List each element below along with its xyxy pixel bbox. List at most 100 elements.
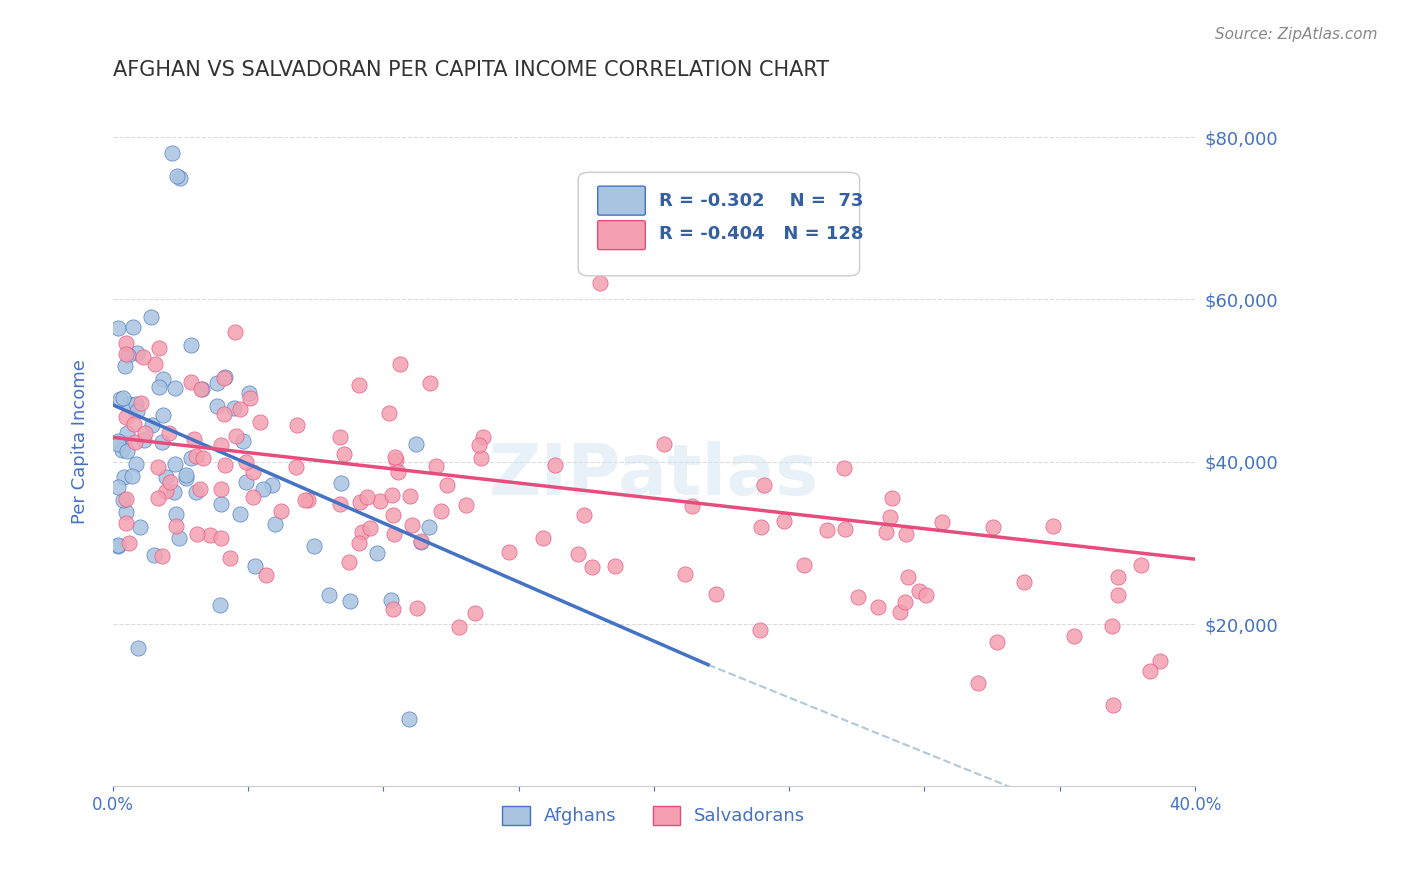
Afghans	[207, 399, 229, 413]
Afghans	[318, 588, 340, 602]
Salvadorans	[749, 623, 772, 637]
Salvadorans	[186, 527, 208, 541]
Salvadorans	[749, 520, 772, 534]
Salvadorans	[198, 528, 221, 542]
Salvadorans	[381, 488, 404, 502]
Salvadorans	[589, 276, 612, 290]
Afghans	[127, 346, 149, 360]
FancyBboxPatch shape	[578, 172, 859, 276]
Afghans	[180, 338, 202, 352]
Afghans	[155, 470, 177, 484]
Afghans	[205, 376, 228, 391]
Salvadorans	[1042, 518, 1064, 533]
Afghans	[114, 359, 136, 374]
Salvadorans	[531, 531, 554, 545]
Salvadorans	[470, 450, 492, 465]
Salvadorans	[165, 519, 187, 533]
Afghans	[107, 538, 129, 552]
Salvadorans	[1063, 629, 1085, 643]
Salvadorans	[191, 451, 214, 466]
Afghans	[148, 380, 170, 394]
Salvadorans	[270, 504, 292, 518]
Salvadorans	[382, 527, 405, 541]
Afghans	[152, 372, 174, 386]
Salvadorans	[815, 524, 838, 538]
Afghans	[238, 386, 260, 401]
Salvadorans	[418, 376, 440, 390]
Afghans	[208, 599, 231, 613]
Text: ZIPatlas: ZIPatlas	[489, 442, 820, 510]
Salvadorans	[896, 527, 918, 541]
Salvadorans	[464, 606, 486, 620]
Salvadorans	[143, 357, 166, 371]
Salvadorans	[129, 396, 152, 410]
Salvadorans	[118, 536, 141, 550]
Salvadorans	[188, 482, 211, 496]
Salvadorans	[285, 417, 308, 432]
Salvadorans	[146, 460, 169, 475]
Salvadorans	[882, 491, 904, 505]
Salvadorans	[834, 522, 856, 536]
Afghans	[125, 457, 148, 471]
Salvadorans	[544, 458, 567, 472]
Salvadorans	[225, 429, 247, 443]
Afghans	[107, 321, 129, 335]
Salvadorans	[425, 458, 447, 473]
Afghans	[411, 535, 433, 549]
Salvadorans	[889, 605, 911, 619]
Salvadorans	[1139, 664, 1161, 678]
Salvadorans	[449, 620, 471, 634]
Salvadorans	[159, 475, 181, 490]
Salvadorans	[409, 534, 432, 549]
Salvadorans	[875, 524, 897, 539]
Salvadorans	[498, 545, 520, 559]
Salvadorans	[673, 566, 696, 581]
Afghans	[418, 520, 440, 534]
Salvadorans	[359, 520, 381, 534]
Afghans	[122, 319, 145, 334]
Afghans	[166, 169, 188, 184]
Salvadorans	[1107, 588, 1129, 602]
Salvadorans	[124, 435, 146, 450]
Salvadorans	[868, 599, 890, 614]
Afghans	[112, 436, 135, 450]
Salvadorans	[332, 447, 354, 461]
Salvadorans	[406, 601, 429, 615]
Salvadorans	[285, 459, 308, 474]
Afghans	[398, 712, 420, 726]
Salvadorans	[773, 514, 796, 528]
Afghans	[329, 476, 352, 491]
Salvadorans	[436, 478, 458, 492]
Salvadorans	[356, 491, 378, 505]
Afghans	[121, 469, 143, 483]
Text: R = -0.302    N =  73: R = -0.302 N = 73	[659, 193, 863, 211]
Salvadorans	[1012, 574, 1035, 589]
Salvadorans	[297, 492, 319, 507]
Salvadorans	[967, 676, 990, 690]
Salvadorans	[381, 508, 404, 522]
Salvadorans	[157, 425, 180, 440]
Afghans	[107, 437, 129, 451]
Afghans	[127, 404, 149, 418]
Afghans	[252, 482, 274, 496]
Afghans	[163, 457, 186, 471]
Afghans	[191, 382, 214, 396]
Y-axis label: Per Capita Income: Per Capita Income	[72, 359, 89, 524]
Salvadorans	[212, 407, 235, 421]
Afghans	[107, 479, 129, 493]
Salvadorans	[184, 449, 207, 463]
Salvadorans	[389, 357, 412, 371]
Afghans	[380, 593, 402, 607]
Salvadorans	[1130, 558, 1153, 572]
Salvadorans	[134, 426, 156, 441]
Afghans	[111, 443, 134, 458]
Salvadorans	[347, 536, 370, 550]
Afghans	[163, 381, 186, 395]
Salvadorans	[183, 432, 205, 446]
Salvadorans	[152, 549, 174, 563]
Salvadorans	[981, 519, 1004, 533]
Salvadorans	[681, 499, 703, 513]
Afghans	[117, 348, 139, 362]
Afghans	[339, 593, 361, 607]
Salvadorans	[1149, 654, 1171, 668]
